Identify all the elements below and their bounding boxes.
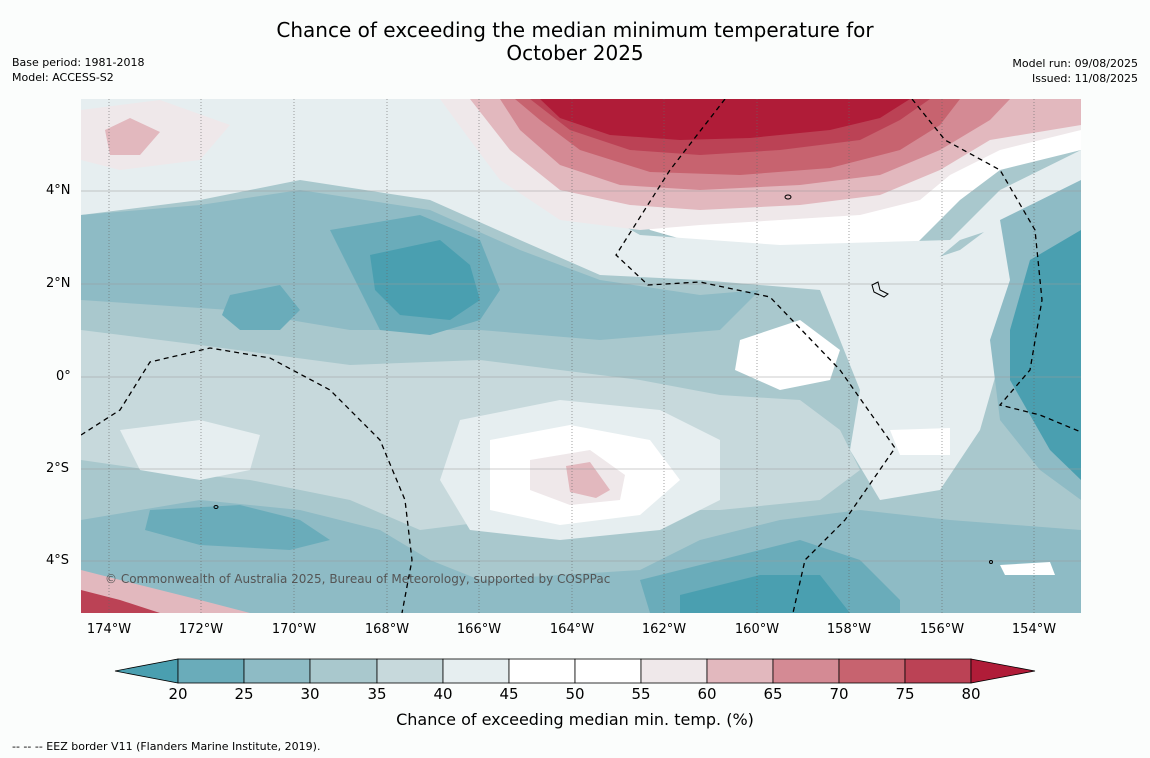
model-name: Model: ACCESS-S2: [12, 71, 114, 84]
colorbar-tick: 45: [499, 685, 519, 703]
lon-label-160w: 160°W: [734, 622, 780, 637]
colorbar-tick: 60: [697, 685, 717, 703]
issued-date: Issued: 11/08/2025: [1031, 72, 1138, 85]
lon-label-156w: 156°W: [919, 622, 965, 637]
lat-label-2s: 2°S: [46, 461, 70, 476]
colorbar-bin: [706, 658, 774, 684]
cool-patch-west: [222, 285, 300, 330]
lon-label-164w: 164°W: [549, 622, 595, 637]
colorbar-tick: 80: [961, 685, 981, 703]
colorbar-tick: 20: [168, 685, 188, 703]
colorbar-bin: [177, 658, 245, 684]
lon-label-168w: 168°W: [364, 622, 410, 637]
light-patch-sw: [120, 420, 260, 480]
colorbar-tick: 55: [631, 685, 651, 703]
cool-patch-sw: [145, 505, 330, 550]
lon-label-174w: 174°W: [86, 622, 132, 637]
colorbar-bin: [243, 658, 311, 684]
light-zone-north: [81, 99, 1081, 290]
warm-corner-sw: [81, 590, 160, 613]
white-patch-s: [1000, 562, 1055, 575]
cool-core-s: [680, 575, 850, 613]
map-title: Chance of exceeding the median minimum t…: [0, 19, 1150, 65]
lon-label-162w: 162°W: [641, 622, 687, 637]
lat-label-0: 0°: [56, 369, 71, 384]
cool-core: [370, 240, 480, 320]
colorbar-bin: [838, 658, 906, 684]
colorbar-low-arrow: [114, 658, 179, 684]
colorbar-tick: 65: [763, 685, 783, 703]
lat-label-2n: 2°N: [46, 276, 71, 291]
warm-blob-nw: [105, 118, 160, 155]
colorbar-bin: [442, 658, 510, 684]
meta-left: Base period: 1981-2018 Model: ACCESS-S2: [12, 55, 144, 85]
base-period: Base period: 1981-2018: [12, 56, 145, 69]
colorbar-tick: 25: [234, 685, 254, 703]
white-patch-se: [890, 428, 950, 455]
colorbar-high-arrow: [970, 658, 1036, 684]
cool-core-east: [1010, 230, 1081, 480]
colorbar-bin: [574, 658, 642, 684]
title-line-2: October 2025: [506, 41, 644, 65]
copyright-text: © Commonwealth of Australia 2025, Bureau…: [105, 572, 611, 586]
eez-footer-note: -- -- -- EEZ border V11 (Flanders Marine…: [12, 740, 321, 753]
colorbar-bin: [772, 658, 840, 684]
model-run: Model run: 09/08/2025: [1012, 57, 1138, 70]
warm-zone-core: [540, 99, 910, 140]
lon-label-158w: 158°W: [826, 622, 872, 637]
lon-label-166w: 166°W: [456, 622, 502, 637]
bullseye-core: [566, 462, 610, 498]
colorbar-tick: 40: [433, 685, 453, 703]
graticule: [81, 190, 1081, 562]
colorbar-tick: 75: [895, 685, 915, 703]
colorbar-label: Chance of exceeding median min. temp. (%…: [396, 710, 754, 729]
lat-label-4n: 4°N: [46, 183, 71, 198]
colorbar-bin: [309, 658, 378, 684]
colorbar-bin: [376, 658, 444, 684]
colorbar-tick: 70: [829, 685, 849, 703]
light-zone-east: [820, 220, 1020, 500]
white-patch-east: [735, 320, 840, 390]
colorbar-bin: [508, 658, 576, 684]
lon-label-170w: 170°W: [271, 622, 317, 637]
colorbar: [114, 658, 1036, 684]
colorbar-bin: [640, 658, 708, 684]
lon-label-172w: 172°W: [178, 622, 224, 637]
title-line-1: Chance of exceeding the median minimum t…: [276, 18, 874, 42]
eez-border: [81, 99, 1081, 613]
colorbar-bin: [904, 658, 972, 684]
colorbar-tick: 35: [367, 685, 387, 703]
colorbar-tick: 50: [565, 685, 585, 703]
colorbar-tick: 30: [300, 685, 320, 703]
map-area: [81, 99, 1081, 613]
meta-right: Model run: 09/08/2025 Issued: 11/08/2025: [1012, 56, 1138, 86]
islands: [213, 194, 993, 564]
lon-label-154w: 154°W: [1011, 622, 1057, 637]
lat-label-4s: 4°S: [46, 553, 70, 568]
